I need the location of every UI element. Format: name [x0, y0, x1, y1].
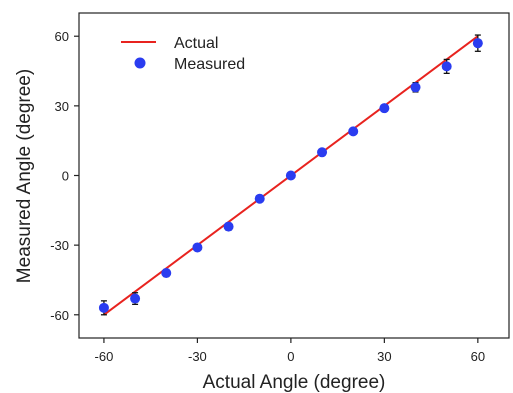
legend-measured-swatch	[134, 57, 146, 69]
measured-point	[223, 221, 234, 232]
measured-point	[317, 147, 328, 158]
y-axis-title: Measured Angle (degree)	[14, 69, 35, 283]
y-tick-label: -60	[50, 308, 69, 323]
x-axis-title: Actual Angle (degree)	[203, 372, 386, 393]
measured-point	[472, 38, 483, 49]
x-tick-label: 30	[377, 349, 391, 364]
x-tick-label: 0	[287, 349, 294, 364]
legend-measured-label: Measured	[174, 56, 245, 73]
measured-point	[161, 268, 172, 278]
y-axis-ticks: -60 -30 0 30 60	[50, 29, 79, 323]
y-tick-label: 30	[55, 99, 69, 114]
y-tick-label: -30	[50, 238, 69, 253]
legend: Actual Measured	[121, 35, 245, 73]
measured-point	[410, 82, 421, 93]
measured-point	[254, 193, 265, 204]
measured-point	[130, 293, 141, 304]
x-tick-label: -60	[95, 349, 114, 364]
measured-point	[348, 126, 359, 137]
x-tick-label: 60	[471, 349, 485, 364]
y-tick-label: 0	[62, 169, 69, 184]
x-tick-label: -30	[188, 349, 207, 364]
measured-point	[379, 103, 390, 114]
legend-actual-label: Actual	[174, 35, 218, 52]
y-tick-label: 60	[55, 29, 69, 44]
measured-point	[98, 302, 109, 313]
measured-point	[285, 170, 296, 181]
measured-point	[192, 242, 203, 253]
series-layer	[98, 34, 483, 316]
x-axis-ticks: -60 -30 0 30 60	[95, 338, 485, 364]
measured-point	[441, 61, 452, 72]
